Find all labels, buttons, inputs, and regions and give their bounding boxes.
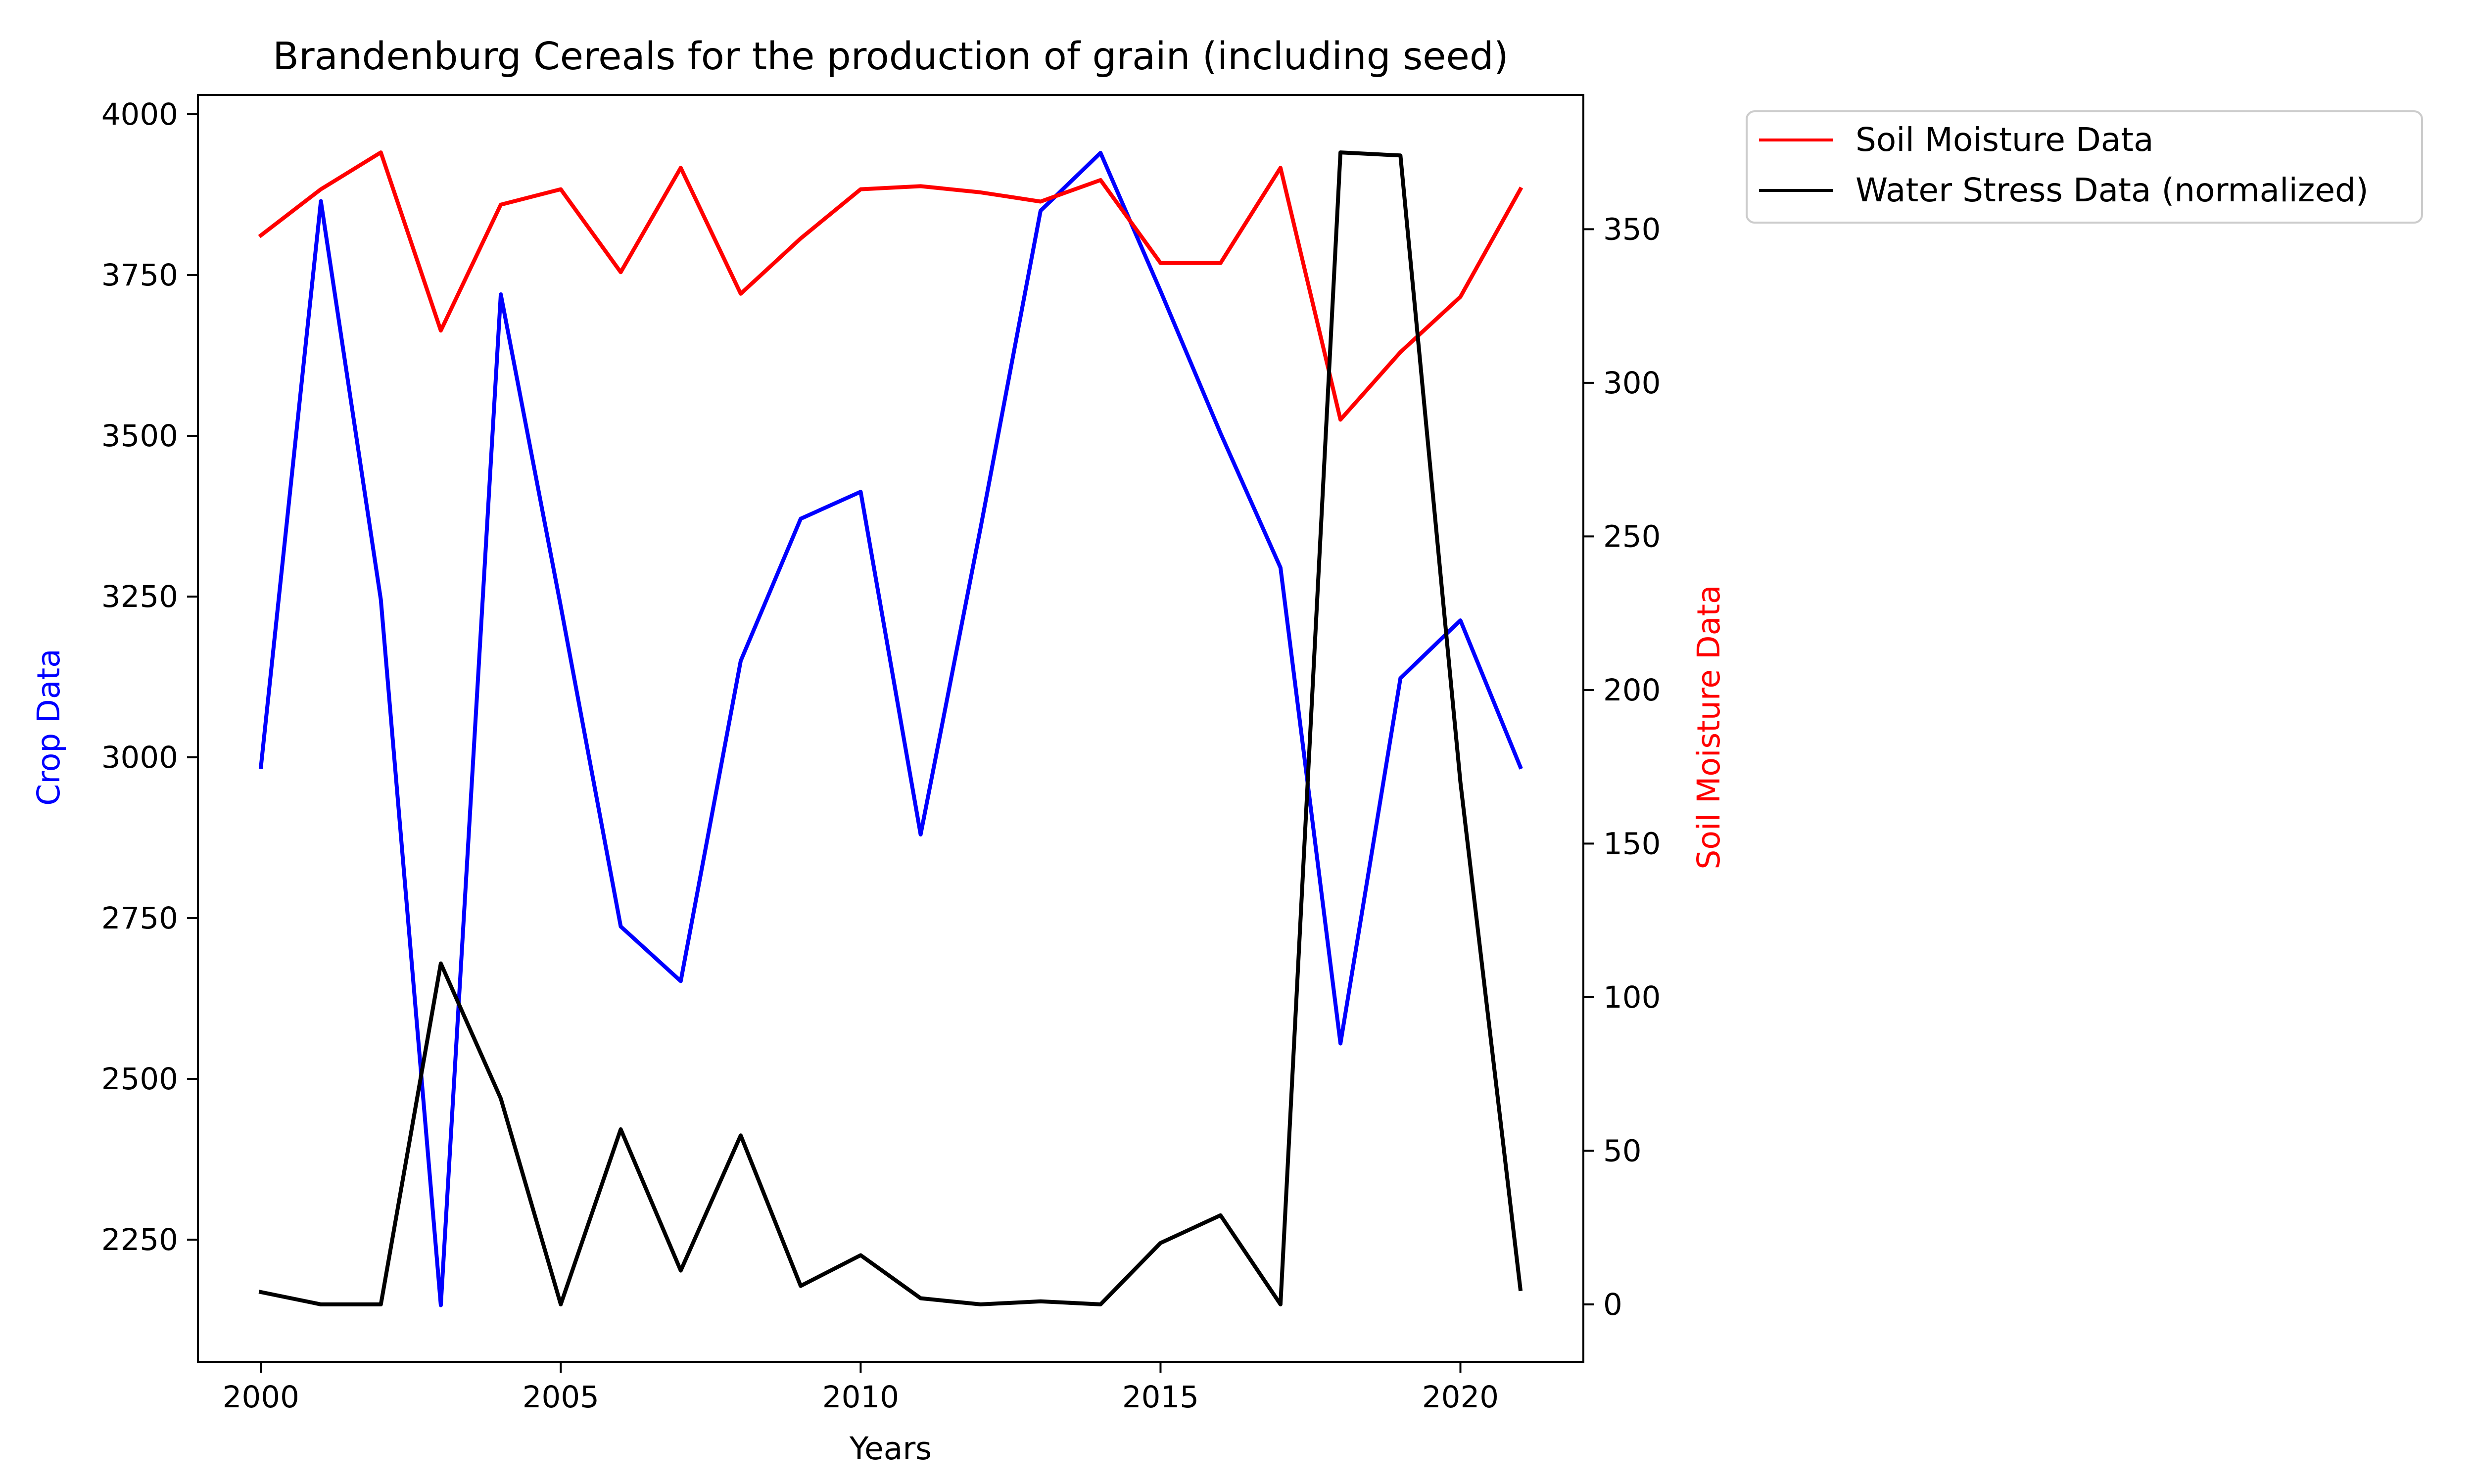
x-axis-label: Years (849, 1431, 932, 1467)
right-y-tick-label: 200 (1603, 673, 1661, 708)
left-y-axis: 2250 2500 2750 3000 3250 3500 3750 4000 (101, 97, 198, 1257)
right-y-tick-label: 0 (1603, 1287, 1622, 1322)
x-tick-label: 2020 (1422, 1380, 1499, 1415)
left-y-tick-label: 3750 (101, 258, 178, 293)
plot-frame (197, 94, 1584, 1363)
series-line-crop-data (258, 151, 1523, 1307)
x-axis: 2000 2005 2010 2015 2020 (223, 1362, 1499, 1415)
right-y-tick-label: 50 (1603, 1133, 1642, 1168)
right-y-axis: 0 50 100 150 200 250 300 350 (1583, 212, 1661, 1322)
right-y-tick-label: 100 (1603, 980, 1661, 1015)
x-tick-label: 2005 (523, 1380, 599, 1415)
series-line-soil-moisture (258, 150, 1523, 422)
right-y-tick-label: 300 (1603, 366, 1661, 401)
right-y-tick-label: 350 (1603, 212, 1661, 247)
series-line-water-stress (258, 150, 1523, 1306)
left-y-tick-label: 2500 (101, 1062, 178, 1097)
left-y-tick-label: 2750 (101, 901, 178, 936)
left-y-axis-label: Crop Data (31, 649, 67, 806)
left-y-tick-label: 2250 (101, 1222, 178, 1257)
x-tick-label: 2015 (1122, 1380, 1199, 1415)
right-y-tick-label: 250 (1603, 519, 1661, 554)
legend-label-water-stress: Water Stress Data (normalized) (1856, 171, 2369, 209)
legend-label-soil-moisture: Soil Moisture Data (1856, 121, 2154, 159)
series-layer (258, 150, 1523, 1307)
left-y-tick-label: 3000 (101, 740, 178, 775)
x-tick-label: 2000 (223, 1380, 299, 1415)
left-y-tick-label: 4000 (101, 97, 178, 132)
x-tick-label: 2010 (822, 1380, 899, 1415)
legend-box (1746, 110, 2423, 224)
right-y-axis-label: Soil Moisture Data (1691, 585, 1727, 869)
right-y-tick-label: 150 (1603, 826, 1661, 861)
chart-title: Brandenburg Cereals for the production o… (273, 35, 1509, 79)
left-y-tick-label: 3500 (101, 418, 178, 454)
left-y-tick-label: 3250 (101, 579, 178, 614)
legend: Soil Moisture Data Water Stress Data (no… (1746, 110, 2423, 224)
